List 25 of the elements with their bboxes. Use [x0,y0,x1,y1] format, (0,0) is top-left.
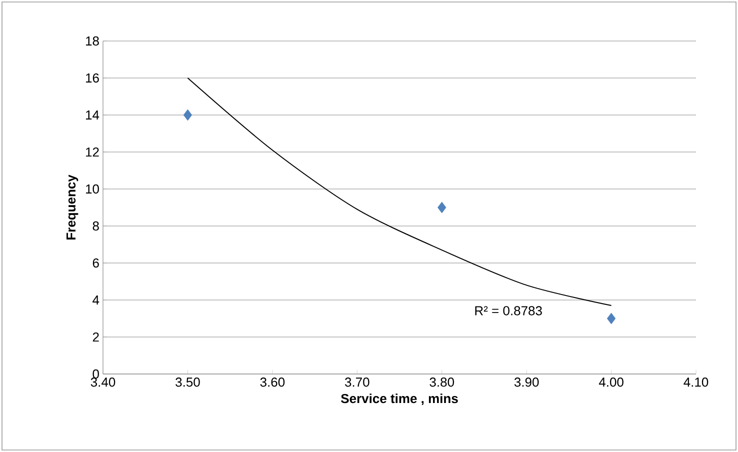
y-tick-label: 18 [86,36,99,46]
x-tick-label: 3.80 [430,378,454,387]
x-tick-label: 3.60 [260,378,285,387]
x-tick-label: 4.10 [684,378,708,387]
x-tick-label: 3.40 [90,378,116,387]
x-tick-label: 4.00 [598,378,624,387]
y-tick-label: 0 [92,369,99,379]
point [183,109,192,121]
y-tick-label: 12 [86,147,99,157]
y-tick-label: 14 [86,110,100,120]
x-tick-label: 3.90 [514,378,539,387]
y-tick-label: 2 [92,332,99,342]
y-tick-label: 6 [92,258,99,268]
y-tick-label: 8 [92,221,99,231]
x-tick-label: 3.70 [344,378,370,387]
x-axis-title: Service time , mins [340,394,458,406]
annotation: R² = 0.8783 [475,306,542,316]
point [438,202,446,214]
x-tick-label: 3.50 [176,378,200,387]
point [606,312,616,324]
y-tick-label: 16 [86,73,99,83]
line-series [187,78,612,306]
y-tick-label: 10 [86,184,99,194]
y-tick-label: 4 [92,296,100,304]
y-axis-title: Frequency [66,174,78,240]
